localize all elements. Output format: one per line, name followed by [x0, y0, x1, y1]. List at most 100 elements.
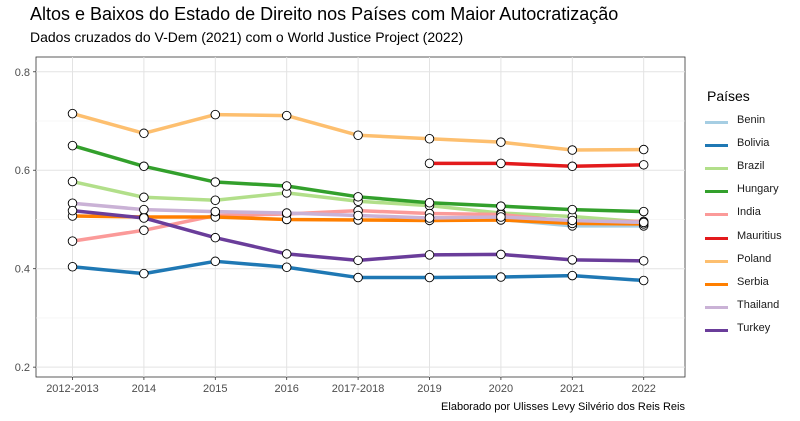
legend-item: Turkey	[705, 319, 795, 341]
legend-item: Bolivia	[705, 134, 795, 156]
data-point-turkey	[210, 232, 221, 243]
legend-swatch	[705, 305, 728, 309]
legend-label: Mauritius	[737, 229, 782, 242]
legend-label: Serbia	[737, 275, 769, 288]
data-point-thailand	[424, 213, 435, 223]
data-point-turkey	[353, 255, 363, 266]
legend-item: Benin	[705, 111, 795, 133]
legend-label: Poland	[737, 252, 772, 265]
data-point-hungary	[567, 204, 578, 215]
legend-swatch	[705, 144, 728, 148]
x-tick-label: 2017-2018	[332, 383, 385, 395]
data-point-hungary	[424, 197, 435, 208]
data-point-poland	[139, 128, 149, 139]
legend-item: Thailand	[705, 296, 795, 318]
data-point-turkey	[638, 256, 649, 266]
legend-label: Hungary	[737, 183, 779, 196]
data-point-turkey	[496, 249, 506, 260]
data-point-poland	[281, 110, 292, 121]
y-axis: 0.2 0.4 0.6 0.8	[15, 67, 36, 374]
data-point-poland	[210, 109, 221, 120]
series-line-mauritius	[429, 161, 644, 169]
data-point-poland	[638, 144, 649, 155]
data-point-thailand	[638, 217, 649, 228]
data-point-hungary	[139, 161, 149, 172]
data-point-bolivia	[424, 272, 435, 283]
data-point-thailand	[353, 210, 363, 221]
data-point-thailand	[567, 215, 578, 226]
data-point-mauritius	[424, 158, 435, 169]
data-point-brazil	[139, 192, 149, 203]
legend-swatch	[705, 236, 728, 240]
x-tick-label: 2019	[417, 383, 441, 395]
legend-swatch	[705, 328, 728, 332]
legend-swatch	[705, 282, 728, 286]
data-point-poland	[424, 133, 435, 144]
data-points	[67, 108, 649, 286]
data-point-india	[139, 225, 149, 236]
data-point-bolivia	[67, 261, 78, 272]
data-point-hungary	[210, 177, 221, 187]
legend-swatch	[705, 213, 728, 217]
data-point-thailand	[139, 204, 149, 215]
data-point-hungary	[353, 192, 363, 202]
data-point-mauritius	[496, 158, 506, 169]
x-tick-label: 2021	[560, 383, 584, 395]
data-point-turkey	[281, 249, 292, 259]
data-point-turkey	[424, 250, 435, 260]
data-point-poland	[567, 145, 578, 155]
data-point-bolivia	[496, 272, 506, 282]
data-point-turkey	[139, 213, 149, 223]
legend-item: India	[705, 203, 795, 225]
data-point-thailand	[210, 206, 221, 217]
legend-label: Thailand	[737, 298, 780, 311]
data-point-brazil	[67, 176, 78, 187]
data-point-bolivia	[638, 275, 649, 286]
data-point-hungary	[638, 206, 649, 217]
y-tick-label: 0.2	[15, 362, 30, 374]
data-point-bolivia	[353, 272, 363, 283]
legend-item: Serbia	[705, 273, 795, 295]
legend-label: Brazil	[737, 160, 765, 173]
y-tick-label: 0.6	[15, 165, 30, 177]
legend-title: Países	[707, 88, 750, 104]
data-point-bolivia	[139, 268, 149, 279]
data-point-brazil	[210, 195, 221, 206]
legend-label: Benin	[737, 114, 766, 126]
data-point-india	[67, 236, 78, 246]
x-tick-label: 2012-2013	[46, 383, 99, 395]
legend-label: Turkey	[737, 321, 771, 334]
data-point-hungary	[496, 201, 506, 211]
legend-swatch	[705, 190, 728, 194]
x-tick-label: 2016	[274, 383, 298, 395]
data-point-bolivia	[567, 270, 578, 281]
x-tick-label: 2020	[489, 383, 513, 395]
data-point-hungary	[281, 181, 292, 191]
x-tick-label: 2014	[132, 383, 156, 395]
data-point-poland	[496, 137, 506, 147]
legend-item: Poland	[705, 250, 795, 272]
data-point-poland	[353, 130, 363, 141]
data-point-thailand	[496, 212, 506, 222]
x-tick-label: 2022	[631, 383, 655, 395]
legend-item: Brazil	[705, 157, 795, 179]
data-point-turkey	[67, 205, 78, 216]
legend-item: Mauritius	[705, 227, 795, 249]
data-point-bolivia	[281, 262, 292, 272]
legend-item: Hungary	[705, 180, 795, 202]
data-point-hungary	[67, 140, 78, 151]
legend-swatch	[705, 121, 728, 124]
data-point-thailand	[281, 208, 292, 218]
legend-label: Bolivia	[737, 137, 770, 150]
data-point-bolivia	[210, 256, 221, 267]
x-tick-label: 2015	[203, 383, 227, 395]
chart-subtitle: Dados cruzados do V-Dem (2021) com o Wor…	[30, 29, 464, 45]
legend-swatch	[705, 259, 728, 263]
y-tick-label: 0.4	[15, 264, 30, 276]
data-point-turkey	[567, 255, 578, 265]
legend-label: India	[737, 206, 761, 219]
x-axis: 2012-2013 2014 2015 2016 2017-2018 2019 2020 20…	[46, 377, 656, 395]
y-tick-label: 0.8	[15, 67, 30, 79]
data-point-poland	[67, 108, 78, 119]
